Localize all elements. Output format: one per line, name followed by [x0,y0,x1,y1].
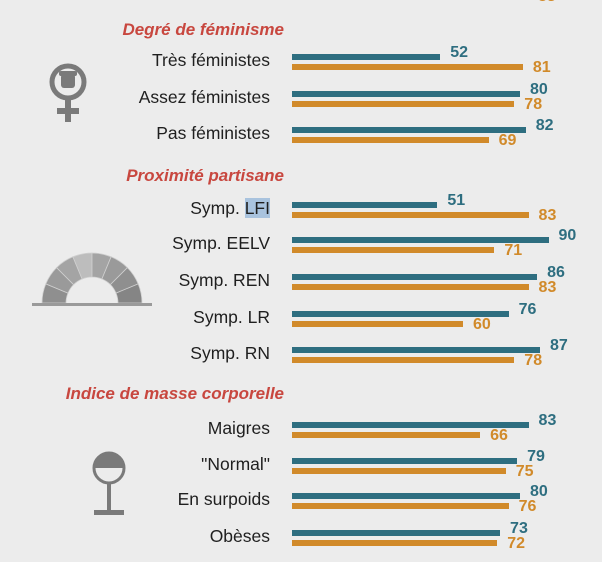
section-title: Indice de masse corporelle [65,384,284,403]
value-label-series-a: 86 [547,264,565,281]
bar-series-a [292,458,518,464]
value-label-series-a: 76 [518,301,537,318]
category-label-prefix: Symp. [190,198,245,218]
category-label: Symp. EELV [172,233,270,253]
bar-series-a [292,54,441,60]
value-label-series-a: 73 [510,520,528,537]
bar-series-b [292,212,529,218]
scale-weight-icon [88,448,130,518]
category-label: Symp. LR [193,307,270,327]
bar-series-b [292,540,498,546]
value-label-series-a: 80 [530,81,548,98]
highlighted-text: LFI [244,198,270,218]
value-label-series-a: 87 [549,337,568,354]
bar-series-b [292,321,463,327]
category-label: Très féministes [152,50,270,70]
value-label-series-a: 83 [538,412,557,429]
value-label-series-b: 83 [538,279,557,296]
section-title: Proximité partisane [126,166,284,185]
value-label-series-b: 76 [518,498,537,515]
value-label-partial: 83 [538,0,556,6]
value-label-series-b: 71 [504,242,523,259]
category-label: "Normal" [201,454,270,474]
category-label: Symp. REN [178,270,270,290]
value-label-series-a: 82 [535,117,554,134]
bar-series-a [292,91,520,97]
bar-series-b [292,503,509,509]
bar-series-b [292,432,481,438]
category-label: Obèses [209,526,270,546]
bar-series-a [292,422,529,428]
bar-series-a [292,202,438,208]
bar-series-b [292,357,515,363]
value-label-series-b: 83 [538,207,557,224]
value-label-series-b: 81 [532,59,551,76]
parliament-hemicycle-icon [30,245,154,309]
bar-series-a [292,274,538,280]
bar-series-a [292,311,509,317]
bar-series-a [292,347,540,353]
category-label: Symp. LFI [190,198,270,219]
bar-series-a [292,530,501,536]
bar-series-a [292,493,520,499]
bar-series-b [292,284,529,290]
bar-series-b [292,64,523,70]
value-label-series-b: 60 [473,316,491,333]
value-label-series-b: 78 [524,96,543,113]
value-label-series-b: 72 [507,535,525,552]
category-label: Assez féministes [138,87,270,107]
value-label-series-b: 69 [498,132,517,149]
bar-series-a [292,127,526,133]
category-label: Maigres [207,418,270,438]
bar-series-a [292,237,549,243]
value-label-series-b: 78 [524,352,543,369]
bar-series-b [292,468,506,474]
value-label-series-a: 51 [447,192,466,209]
category-label: En surpoids [177,489,270,509]
category-label: Symp. RN [190,343,270,363]
value-label-series-b: 66 [490,427,508,444]
value-label-series-a: 80 [530,483,548,500]
value-label-series-a: 52 [450,44,468,61]
section-title: Degré de féminisme [122,20,284,39]
value-label-series-a: 79 [527,448,545,465]
category-label: Pas féministes [156,123,270,143]
value-label-series-b: 75 [515,463,534,480]
female-symbol-fist-icon [44,60,92,126]
bar-series-b [292,101,515,107]
bar-series-b [292,137,489,143]
bar-series-b [292,247,495,253]
value-label-series-a: 90 [558,227,577,244]
